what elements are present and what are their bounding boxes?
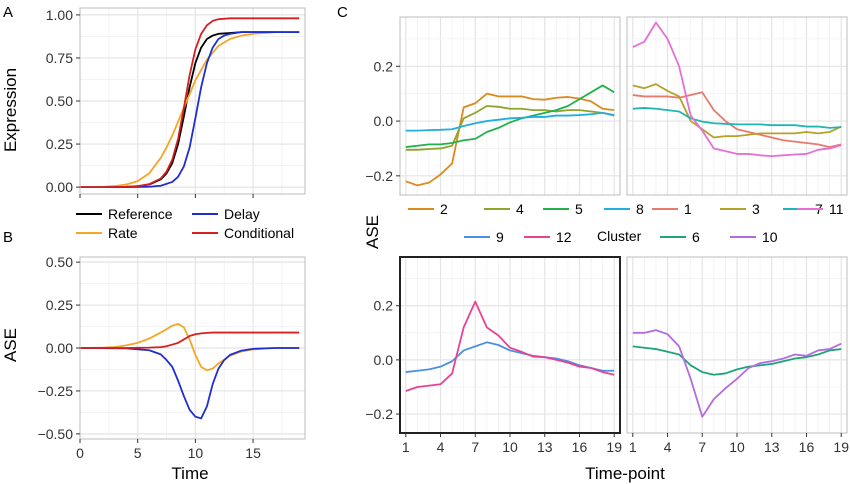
panel-c-bottom-left-ytick-label: −0.2 xyxy=(365,406,393,422)
legend-c-label-left-4: 4 xyxy=(516,201,524,217)
legend-c-label-left-12: 12 xyxy=(556,229,572,245)
panel-b-xtick-label: 15 xyxy=(245,445,261,461)
series-line-panel-c-top-left-8 xyxy=(405,111,615,132)
panel-c-legend: 245891213711610 xyxy=(408,201,844,245)
legend-c-label-left-5: 5 xyxy=(575,201,583,217)
legend-c-label-right-6: 6 xyxy=(692,229,700,245)
panel-c-bottom-right-grid xyxy=(627,257,847,433)
panel-c-top-left-ytick-label: 0.2 xyxy=(374,58,394,74)
panel-c-bottom-right-xtick-label: 16 xyxy=(799,439,815,455)
panel-c-top-left-grid xyxy=(400,17,620,195)
series-line-panel-c-top-right-1 xyxy=(632,91,842,148)
panel-c-bottom-left-ytick-label: 0.2 xyxy=(374,298,394,314)
panel-c-bottom-right-xtick-label: 7 xyxy=(698,439,706,455)
series-line-panel-a-conditional xyxy=(80,17,300,189)
series-line-panel-b-conditional xyxy=(80,331,300,349)
legend-c-label-left-8: 8 xyxy=(636,201,644,217)
legend-c-label-left-9: 9 xyxy=(496,229,504,245)
panel-a-ytick-label: 1.00 xyxy=(46,7,73,23)
series-line-panel-a-delay xyxy=(80,31,300,189)
panel-a-ylabel: Expression xyxy=(1,68,20,152)
series-line-panel-c-bottom-left-12 xyxy=(405,300,615,392)
panel-b-xlabel: Time xyxy=(171,464,208,483)
panel-b-xtick-label: 5 xyxy=(134,445,142,461)
legend-a-label-rate: Rate xyxy=(108,225,138,241)
panel-c-top-left-ytick-label: 0.0 xyxy=(374,113,394,129)
panel-c-facet-top-right xyxy=(626,16,848,196)
panel-label-c: C xyxy=(337,4,348,21)
series-line-panel-c-top-right-3 xyxy=(632,83,842,139)
panel-b-ytick-label: 0.00 xyxy=(46,340,73,356)
legend-a-label-delay: Delay xyxy=(224,206,260,222)
panel-b-ylabel: ASE xyxy=(1,328,20,362)
series-line-panel-c-top-left-5 xyxy=(405,84,615,148)
panel-a-ytick-label: 0.75 xyxy=(46,50,73,66)
panel-c-bottom-left-xtick-label: 4 xyxy=(437,439,445,455)
panel-b-plot: −0.50 −0.25 0.00 0.25 0.50 0 5 10 15 xyxy=(38,254,306,461)
panel-c-bottom-left-xtick-label: 19 xyxy=(606,439,622,455)
legend-c-label-right-3: 3 xyxy=(752,201,760,217)
panel-label-b: B xyxy=(3,229,13,246)
panel-a-legend: Reference Delay Rate Conditional xyxy=(76,206,294,241)
panel-a-ytick-label: 0.00 xyxy=(46,179,73,195)
panel-c-bottom-right-xtick-label: 4 xyxy=(664,439,672,455)
panel-c-facet-bottom-left: −0.2 0.0 0.2 1 4 7 10 13 16 19 xyxy=(365,256,622,455)
panel-c-xlabel: Time-point xyxy=(585,464,665,483)
panel-c-bottom-left-xtick-label: 7 xyxy=(471,439,479,455)
panel-b-ytick-label: −0.50 xyxy=(38,426,74,442)
series-line-panel-a-reference xyxy=(80,31,300,189)
series-line-panel-c-top-right-7 xyxy=(632,107,842,129)
series-line-panel-c-bottom-right-10 xyxy=(632,329,842,418)
series-line-panel-b-delay xyxy=(79,347,300,420)
panel-c-legend-title: Cluster xyxy=(597,228,642,244)
series-line-panel-c-bottom-left-9 xyxy=(405,341,615,373)
panel-a-ytick-label: 0.50 xyxy=(46,93,73,109)
series-line-panel-c-top-right-11 xyxy=(632,21,842,158)
panel-c-top-right-frame xyxy=(626,16,848,196)
legend-a-label-conditional: Conditional xyxy=(224,225,294,241)
legend-c-label-left-2: 2 xyxy=(440,201,448,217)
panel-c-top-right-grid xyxy=(627,17,847,195)
legend-c-label-right-11: 11 xyxy=(829,201,844,217)
panel-c-bottom-left-grid xyxy=(400,257,620,433)
series-line-panel-c-top-left-4 xyxy=(405,105,615,151)
panel-c-bottom-right-xtick-label: 13 xyxy=(764,439,780,455)
series-line-panel-a-rate xyxy=(79,31,300,189)
panel-c-bottom-right-xtick-label: 1 xyxy=(629,439,637,455)
panel-c-bottom-left-ytick-label: 0.0 xyxy=(374,352,394,368)
panel-b-ytick-label: −0.25 xyxy=(38,383,74,399)
panel-b-ytick-label: 0.50 xyxy=(46,254,73,270)
panel-label-a: A xyxy=(3,4,13,21)
panel-c-facet-bottom-right: 1 4 7 10 13 16 19 xyxy=(626,256,849,455)
panel-c-bottom-left-xtick-label: 10 xyxy=(502,439,518,455)
panel-a-ytick-label: 0.25 xyxy=(46,136,73,152)
panel-c-bottom-left-xtick-label: 16 xyxy=(572,439,588,455)
legend-c-label-right-10: 10 xyxy=(762,229,778,245)
panel-c-top-left-frame xyxy=(399,16,621,196)
panel-b-xtick-label: 10 xyxy=(188,445,204,461)
panel-c-bottom-left-xtick-label: 13 xyxy=(537,439,553,455)
panel-c-top-left-ytick-label: −0.2 xyxy=(365,168,393,184)
panel-a-grid xyxy=(79,8,305,194)
panel-c-bottom-right-xtick-label: 10 xyxy=(729,439,745,455)
legend-c-label-right-1: 1 xyxy=(684,201,692,217)
panel-c-bottom-right-xtick-label: 19 xyxy=(833,439,849,455)
panel-b-ytick-label: 0.25 xyxy=(46,297,73,313)
panel-b-xtick-label: 0 xyxy=(76,445,84,461)
panel-c-ylabel: ASE xyxy=(363,215,382,249)
panel-c-facet-top-left: −0.2 0.0 0.2 xyxy=(365,16,621,196)
panel-c-bottom-left-xtick-label: 1 xyxy=(402,439,410,455)
legend-a-label-reference: Reference xyxy=(108,206,173,222)
panel-a-plot: 0.00 0.25 0.50 0.75 1.00 xyxy=(46,7,306,198)
series-line-panel-c-bottom-right-6 xyxy=(632,345,842,376)
